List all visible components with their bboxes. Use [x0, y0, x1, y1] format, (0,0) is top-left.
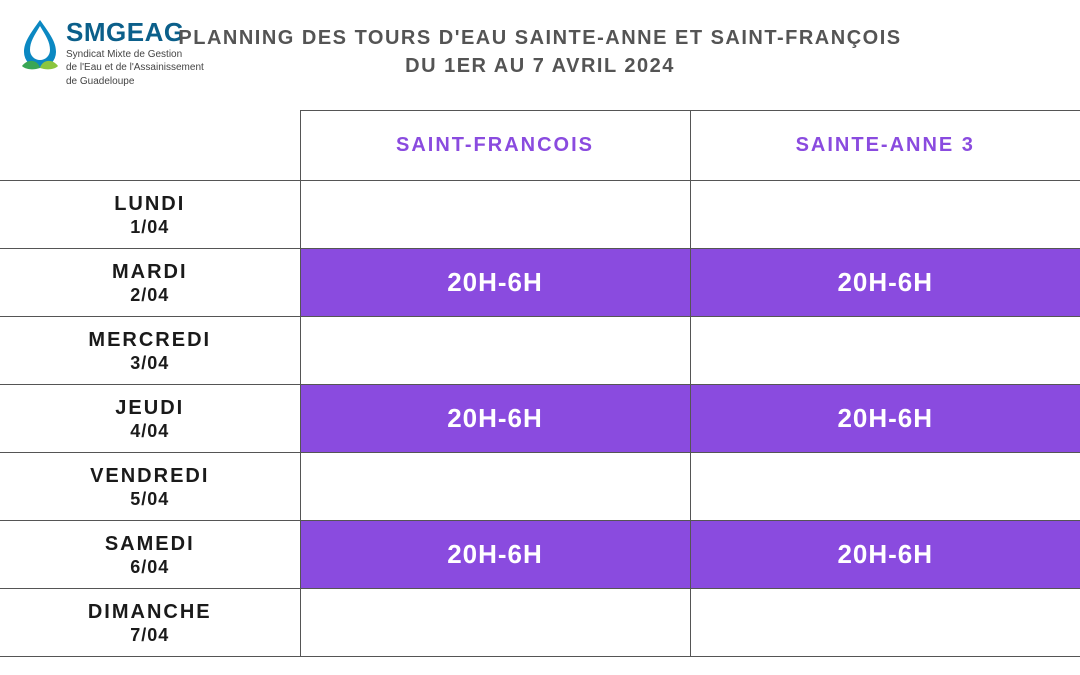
day-name: LUNDI	[0, 192, 300, 217]
schedule-table: SAINT-FRANCOIS SAINTE-ANNE 3 LUNDI1/04MA…	[0, 110, 1080, 657]
day-date: 7/04	[0, 625, 300, 646]
slot-cell: 20H-6H	[300, 521, 690, 589]
slot-cell: 20H-6H	[690, 521, 1080, 589]
day-cell: SAMEDI6/04	[0, 521, 300, 589]
day-date: 4/04	[0, 421, 300, 442]
day-name: DIMANCHE	[0, 600, 300, 625]
slot-cell	[300, 317, 690, 385]
day-name: VENDREDI	[0, 464, 300, 489]
page-title: PLANNING DES TOURS D'EAU SAINTE-ANNE ET …	[0, 24, 1080, 80]
slot-cell: 20H-6H	[300, 249, 690, 317]
day-cell: DIMANCHE7/04	[0, 589, 300, 657]
header-col-1-label: SAINT-FRANCOIS	[396, 134, 594, 156]
table-row: LUNDI1/04	[0, 181, 1080, 249]
day-cell: LUNDI1/04	[0, 181, 300, 249]
day-date: 5/04	[0, 489, 300, 510]
day-name: JEUDI	[0, 396, 300, 421]
slot-cell	[690, 453, 1080, 521]
table-row: JEUDI4/0420H-6H20H-6H	[0, 385, 1080, 453]
slot-cell	[300, 181, 690, 249]
day-cell: JEUDI4/04	[0, 385, 300, 453]
day-cell: VENDREDI5/04	[0, 453, 300, 521]
day-date: 1/04	[0, 217, 300, 238]
header-blank	[0, 111, 300, 181]
slot-cell: 20H-6H	[690, 385, 1080, 453]
day-date: 2/04	[0, 285, 300, 306]
day-cell: MARDI2/04	[0, 249, 300, 317]
table-row: SAMEDI6/0420H-6H20H-6H	[0, 521, 1080, 589]
slot-cell: 20H-6H	[300, 385, 690, 453]
day-date: 6/04	[0, 557, 300, 578]
title-line-1: PLANNING DES TOURS D'EAU SAINTE-ANNE ET …	[0, 24, 1080, 52]
slot-cell	[690, 317, 1080, 385]
slot-cell	[300, 453, 690, 521]
day-name: MERCREDI	[0, 328, 300, 353]
title-line-2: DU 1ER AU 7 AVRIL 2024	[0, 52, 1080, 80]
table-row: MARDI2/0420H-6H20H-6H	[0, 249, 1080, 317]
slot-cell: 20H-6H	[690, 249, 1080, 317]
header-col-2-label: SAINTE-ANNE 3	[796, 134, 975, 156]
table-row: DIMANCHE7/04	[0, 589, 1080, 657]
day-name: MARDI	[0, 260, 300, 285]
slot-cell	[690, 181, 1080, 249]
day-date: 3/04	[0, 353, 300, 374]
table-row: VENDREDI5/04	[0, 453, 1080, 521]
header-row: SAINT-FRANCOIS SAINTE-ANNE 3	[0, 111, 1080, 181]
day-cell: MERCREDI3/04	[0, 317, 300, 385]
slot-cell	[300, 589, 690, 657]
table-row: MERCREDI3/04	[0, 317, 1080, 385]
slot-cell	[690, 589, 1080, 657]
day-name: SAMEDI	[0, 532, 300, 557]
header-col-2: SAINTE-ANNE 3	[690, 111, 1080, 181]
header-col-1: SAINT-FRANCOIS	[300, 111, 690, 181]
